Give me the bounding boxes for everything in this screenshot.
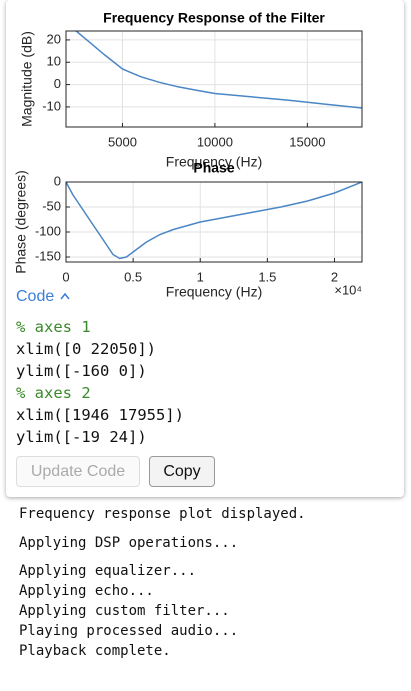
- x-tick-label: 1: [197, 269, 204, 284]
- update-code-button[interactable]: Update Code: [16, 456, 140, 487]
- output-line: Playback complete.: [19, 643, 171, 659]
- y-tick-label: -150: [35, 248, 61, 263]
- plot-area: [66, 182, 362, 262]
- x-tick-label: 2: [331, 269, 338, 284]
- code-line: xlim([0 22050]): [16, 340, 156, 358]
- y-tick-label: -10: [42, 98, 61, 113]
- x-tick-label: 5000: [108, 134, 137, 149]
- y-tick-label: -100: [35, 223, 61, 238]
- line-series: [75, 31, 362, 109]
- axes-box: [65, 30, 363, 128]
- chart-title: Frequency Response of the Filter: [103, 10, 325, 26]
- output-line: Applying equalizer...: [19, 563, 197, 579]
- y-tick-label: 0: [54, 173, 61, 188]
- x-tick-label: 0.5: [124, 269, 142, 284]
- code-line: % axes 1: [16, 318, 91, 336]
- x-tick-label: 0: [62, 269, 69, 284]
- chevron-icon: [60, 292, 70, 300]
- output-line: Applying DSP operations...: [19, 535, 239, 551]
- code-block: % axes 1 xlim([0 22050]) ylim([-160 0]) % a…: [16, 316, 184, 448]
- y-tick-label: -50: [42, 198, 61, 213]
- y-tick-label: 20: [47, 31, 61, 46]
- code-line: ylim([-19 24]): [16, 428, 147, 446]
- x-tick-label: 15000: [289, 134, 325, 149]
- code-line: % axes 2: [16, 384, 91, 402]
- x-tick-label: 10000: [197, 134, 233, 149]
- chart-title: Phase: [193, 160, 234, 176]
- x-axis-label: Frequency (Hz): [166, 284, 262, 300]
- output-line: Applying echo...: [19, 583, 154, 599]
- axes-box: [65, 181, 363, 263]
- y-axis-label: Phase (degrees): [13, 170, 29, 274]
- code-toggle-label: Code: [16, 288, 55, 305]
- y-axis-label: Magnitude (dB): [19, 31, 35, 127]
- y-tick-label: 0: [54, 76, 61, 91]
- y-tick-label: 10: [47, 54, 61, 69]
- code-toggle[interactable]: Code: [16, 288, 71, 306]
- code-line: xlim([1946 17955]): [16, 406, 184, 424]
- x-tick-label: 1.5: [258, 269, 276, 284]
- x-exponent: ×10⁴: [334, 282, 362, 297]
- output-line: Applying custom filter...: [19, 603, 230, 619]
- x-axis-label: Frequency (Hz): [166, 154, 262, 170]
- output-line: Frequency response plot displayed.: [19, 506, 306, 522]
- code-line: ylim([-160 0]): [16, 362, 147, 380]
- plot-area: [66, 31, 362, 127]
- output-line: Playing processed audio...: [19, 623, 239, 639]
- copy-button[interactable]: Copy: [149, 456, 215, 487]
- line-series: [66, 182, 362, 260]
